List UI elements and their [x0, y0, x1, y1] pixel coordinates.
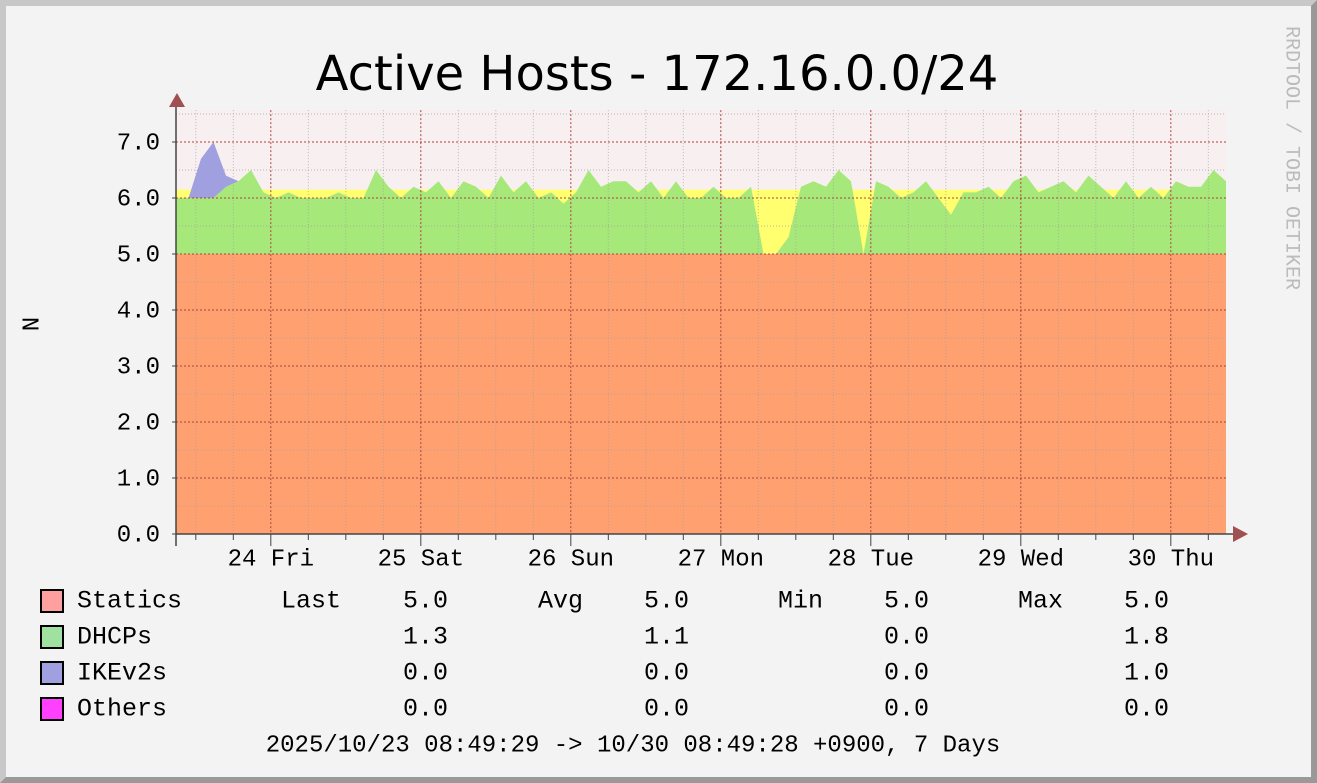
legend-stat: 0.0 [884, 623, 929, 652]
legend-stat: 0.0 [884, 659, 929, 688]
y-axis-arrow [169, 93, 185, 107]
x-tick-label: 25 Sat [378, 546, 464, 573]
legend-header: Max [1018, 587, 1063, 616]
legend-stat: 1.8 [1124, 623, 1169, 652]
legend-swatch [40, 697, 64, 721]
y-axis-label: N [19, 317, 46, 331]
x-tick-label: 30 Thu [1128, 546, 1214, 573]
x-tick-label: 28 Tue [828, 546, 914, 573]
legend-swatch [40, 589, 64, 613]
legend-label: Statics [77, 587, 182, 616]
y-tick-label: 6.0 [117, 186, 160, 213]
legend-stat: 5.0 [644, 587, 689, 616]
legend-stat: 0.0 [1124, 695, 1169, 724]
watermark: RRDTOOL / TOBI OETIKER [1280, 26, 1303, 290]
legend-label: DHCPs [77, 623, 152, 652]
legend-header: Min [778, 587, 823, 616]
legend-swatch [40, 661, 64, 685]
y-tick-label: 5.0 [117, 242, 160, 269]
legend-label: IKEv2s [77, 659, 167, 688]
x-tick-label: 26 Sun [528, 546, 614, 573]
legend-stat: 0.0 [884, 695, 929, 724]
legend-stat: 1.3 [403, 623, 448, 652]
y-tick-label: 4.0 [117, 298, 160, 325]
legend-swatch [40, 625, 64, 649]
legend-stat: 5.0 [403, 587, 448, 616]
legend-stat: 0.0 [403, 695, 448, 724]
y-tick-label: 0.0 [117, 522, 160, 549]
legend-stat: 1.1 [644, 623, 689, 652]
legend-label: Others [77, 695, 167, 724]
legend-header: Avg [538, 587, 583, 616]
footer: 2025/10/23 08:49:29 -> 10/30 08:49:28 +0… [266, 732, 1001, 759]
x-tick-label: 24 Fri [228, 546, 314, 573]
area [176, 170, 1226, 254]
legend-header: Last [281, 587, 341, 616]
chart-title: Active Hosts - 172.16.0.0/24 [316, 46, 999, 102]
x-tick-label: 29 Wed [978, 546, 1064, 573]
y-tick-label: 3.0 [117, 354, 160, 381]
legend-stat: 0.0 [644, 659, 689, 688]
legend-stat: 0.0 [644, 695, 689, 724]
legend-stat: 5.0 [1124, 587, 1169, 616]
y-tick-label: 2.0 [117, 410, 160, 437]
x-tick-label: 27 Mon [678, 546, 764, 573]
x-axis-arrow [1233, 526, 1248, 542]
y-tick-label: 7.0 [117, 130, 160, 157]
plot-area [176, 110, 1226, 535]
legend-stat: 0.0 [403, 659, 448, 688]
legend-stat: 1.0 [1124, 659, 1169, 688]
y-tick-label: 1.0 [117, 466, 160, 493]
legend-stat: 5.0 [884, 587, 929, 616]
